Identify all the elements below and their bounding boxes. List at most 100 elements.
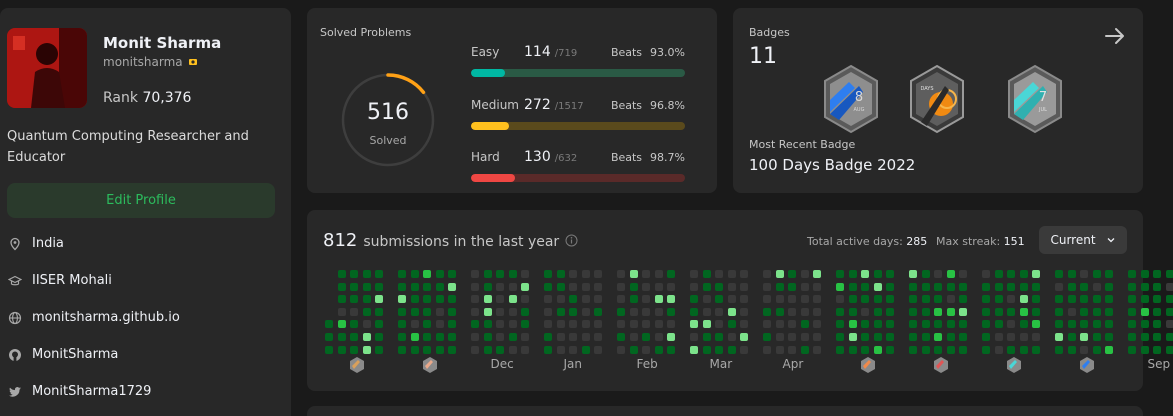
heatmap-cell[interactable] [1153,270,1162,278]
heatmap-cell[interactable] [617,270,625,278]
heatmap-cell[interactable] [1032,270,1041,278]
heatmap-cell[interactable] [836,345,844,354]
arrow-right-icon[interactable] [1103,24,1127,48]
heatmap-cell[interactable] [813,295,822,304]
heatmap-cell[interactable] [410,333,419,341]
heatmap-cell[interactable] [581,333,590,341]
heatmap-cell[interactable] [861,270,870,278]
heatmap-cell[interactable] [1128,333,1136,341]
year-select[interactable]: Current [1039,226,1127,254]
heatmap-cell[interactable] [1032,345,1041,354]
heatmap-cell[interactable] [617,307,625,316]
heatmap-cell[interactable] [544,320,552,329]
heatmap-cell[interactable] [994,295,1003,304]
heatmap-cell[interactable] [909,320,917,329]
heatmap-cell[interactable] [788,320,797,329]
heatmap-cell[interactable] [1007,307,1016,316]
heatmap-cell[interactable] [1055,307,1063,316]
heatmap-cell[interactable] [921,320,930,329]
heatmap-cell[interactable] [1080,270,1089,278]
twitter-item[interactable]: MonitSharma1729 [8,384,151,399]
heatmap-cell[interactable] [617,282,625,291]
heatmap-cell[interactable] [375,333,384,341]
heatmap-cell[interactable] [800,320,809,329]
heatmap-cell[interactable] [861,333,870,341]
heatmap-cell[interactable] [471,307,479,316]
heatmap-cell[interactable] [740,295,749,304]
heatmap-cell[interactable] [642,307,651,316]
heatmap-cell[interactable] [934,295,943,304]
heatmap-cell[interactable] [909,295,917,304]
info-icon[interactable] [565,234,578,247]
heatmap-cell[interactable] [934,320,943,329]
heatmap-cell[interactable] [337,282,346,291]
heatmap-cell[interactable] [1153,320,1162,329]
heatmap-cell[interactable] [813,345,822,354]
heatmap-cell[interactable] [1128,295,1136,304]
heatmap-cell[interactable] [423,270,432,278]
heatmap-cell[interactable] [398,270,406,278]
heatmap-cell[interactable] [763,295,771,304]
heatmap-cell[interactable] [654,345,663,354]
heatmap-cell[interactable] [1032,320,1041,329]
heatmap-cell[interactable] [702,345,711,354]
heatmap-cell[interactable] [594,320,603,329]
heatmap-cell[interactable] [448,320,457,329]
heatmap-cell[interactable] [521,270,530,278]
heatmap-cell[interactable] [1080,295,1089,304]
heatmap-cell[interactable] [581,282,590,291]
heatmap-cell[interactable] [569,345,578,354]
heatmap-cell[interactable] [994,320,1003,329]
heatmap-cell[interactable] [667,307,676,316]
heatmap-cell[interactable] [740,320,749,329]
heatmap-cell[interactable] [715,282,724,291]
heatmap-cell[interactable] [763,320,771,329]
heatmap-cell[interactable] [800,333,809,341]
heatmap-cell[interactable] [848,282,857,291]
heatmap-cell[interactable] [1019,333,1028,341]
oct-badge-icon[interactable] [349,357,365,373]
heatmap-cell[interactable] [350,345,359,354]
heatmap-cell[interactable] [337,307,346,316]
heatmap-cell[interactable] [375,295,384,304]
heatmap-cell[interactable] [435,295,444,304]
heatmap-cell[interactable] [362,320,371,329]
heatmap-cell[interactable] [982,295,990,304]
heatmap-cell[interactable] [337,345,346,354]
heatmap-cell[interactable] [715,307,724,316]
heatmap-cell[interactable] [861,345,870,354]
heatmap-cell[interactable] [1153,333,1162,341]
heatmap-cell[interactable] [763,333,771,341]
heatmap-cell[interactable] [934,282,943,291]
heatmap-cell[interactable] [848,320,857,329]
heatmap-cell[interactable] [763,307,771,316]
heatmap-cell[interactable] [398,295,406,304]
heatmap-cell[interactable] [496,333,505,341]
heatmap-cell[interactable] [800,282,809,291]
heatmap-cell[interactable] [836,320,844,329]
heatmap-cell[interactable] [1067,345,1076,354]
heatmap-cell[interactable] [1032,282,1041,291]
heatmap-cell[interactable] [594,333,603,341]
heatmap-cell[interactable] [556,307,565,316]
heatmap-cell[interactable] [350,282,359,291]
heatmap-cell[interactable] [435,307,444,316]
heatmap-cell[interactable] [921,333,930,341]
heatmap-cell[interactable] [1067,320,1076,329]
heatmap-cell[interactable] [946,307,955,316]
heatmap-cell[interactable] [946,345,955,354]
heatmap-cell[interactable] [886,270,895,278]
heatmap-cell[interactable] [1140,282,1149,291]
heatmap-cell[interactable] [959,295,968,304]
heatmap-cell[interactable] [544,295,552,304]
heatmap-cell[interactable] [1007,333,1016,341]
heatmap-cell[interactable] [617,345,625,354]
heatmap-cell[interactable] [483,333,492,341]
heatmap-cell[interactable] [435,345,444,354]
heatmap-cell[interactable] [423,295,432,304]
heatmap-cell[interactable] [362,282,371,291]
heatmap-cell[interactable] [508,307,517,316]
heatmap-cell[interactable] [702,270,711,278]
heatmap-cell[interactable] [629,333,638,341]
heatmap-cell[interactable] [398,333,406,341]
